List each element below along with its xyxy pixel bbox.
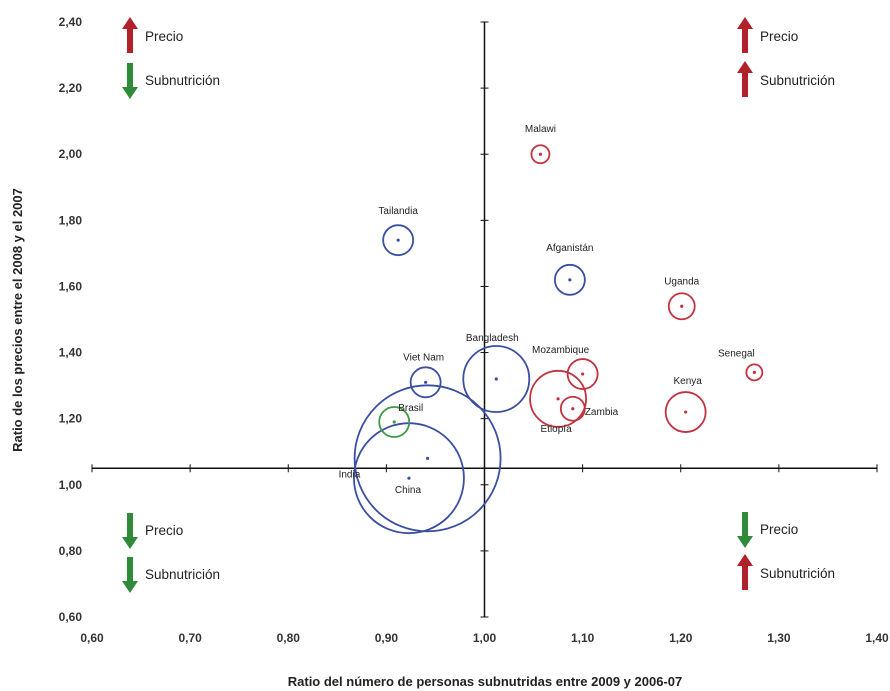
bubble-afganistán	[553, 263, 586, 296]
x-tick-label: 1,10	[571, 631, 595, 645]
y-tick-label: 0,60	[59, 610, 83, 624]
y-tick-label: 0,80	[59, 544, 83, 558]
quadrant-label: Subnutrición	[760, 566, 835, 581]
bubble-center	[684, 410, 688, 414]
bubble-etiopía	[529, 369, 587, 428]
y-tick-label: 1,00	[59, 478, 83, 492]
quadrant-top-right: Precio Subnutrición	[737, 17, 835, 97]
point-label: Zambia	[585, 407, 619, 418]
bubbles	[353, 144, 764, 535]
quadrant-top-left: Precio Subnutrición	[122, 17, 220, 99]
bubble-center	[556, 397, 560, 401]
point-label: Uganda	[664, 276, 699, 287]
quadrant-label: Subnutrición	[760, 73, 835, 88]
arrow-up-icon	[737, 17, 753, 53]
bubble-center	[581, 372, 585, 376]
point-label: Bangladesh	[466, 333, 519, 344]
bubble-uganda	[667, 292, 696, 321]
bubble-mozambique	[566, 358, 599, 390]
arrow-down-icon	[737, 512, 753, 548]
point-label: Brasil	[398, 403, 423, 414]
x-tick-label: 0,70	[178, 631, 202, 645]
point-label: Senegal	[718, 348, 755, 359]
point-label: Kenya	[673, 376, 702, 387]
point-label: China	[395, 485, 422, 496]
bubble-kenya	[664, 391, 707, 433]
point-label: Malawi	[525, 124, 556, 135]
x-tick-label: 1,00	[473, 631, 497, 645]
bubble-center	[752, 370, 756, 374]
y-tick-label: 2,00	[59, 147, 83, 161]
y-tick-label: 1,60	[59, 279, 83, 293]
y-axis-title: Ratio de los precios entre el 2008 y el …	[10, 188, 25, 452]
bubble-zambia	[559, 395, 586, 422]
bubble-malawi	[530, 144, 551, 165]
bubble-center	[396, 238, 400, 242]
y-tick-label: 2,40	[59, 15, 83, 29]
arrow-up-icon	[737, 61, 753, 97]
quadrant-label: Subnutrición	[145, 73, 220, 88]
quadrant-bottom-right: Precio Subnutrición	[737, 512, 835, 590]
point-label: Mozambique	[532, 345, 590, 356]
bubble-center	[424, 380, 428, 384]
y-tick-label: 1,40	[59, 346, 83, 360]
quadrant-label: Precio	[760, 29, 798, 44]
quadrant-legends: PrecioSubnutriciónPrecioSubnutriciónPrec…	[122, 17, 835, 593]
bubble-viet-nam	[409, 366, 442, 399]
bubble-bangladesh	[462, 345, 531, 413]
bubble-india	[353, 384, 502, 533]
bubble-brasil	[378, 406, 411, 438]
arrow-down-icon	[122, 557, 138, 593]
point-label: Etiopía	[541, 424, 573, 435]
x-axis-title: Ratio del número de personas subnutridas…	[288, 674, 682, 689]
x-tick-label: 1,30	[767, 631, 791, 645]
y-tick-label: 2,20	[59, 81, 83, 95]
point-label: India	[339, 469, 361, 480]
quadrant-bottom-left: Precio Subnutrición	[122, 513, 220, 593]
bubble-center	[538, 152, 543, 156]
bubble-senegal	[745, 363, 764, 382]
point-label: Tailandia	[378, 206, 418, 217]
bubble-center	[571, 407, 575, 411]
bubble-center	[680, 304, 684, 308]
bubble-tailandia	[382, 224, 415, 257]
quadrant-label: Precio	[145, 523, 183, 538]
x-tick-label: 0,90	[375, 631, 399, 645]
point-labels: Malawi Tailandia Afganistán Uganda Banglades…	[339, 124, 755, 496]
bubble-center	[494, 377, 498, 381]
point-label: Afganistán	[546, 243, 593, 254]
y-tick-label: 1,80	[59, 213, 83, 227]
arrow-down-icon	[122, 513, 138, 549]
bubble-center	[407, 476, 411, 480]
arrow-up-icon	[737, 554, 753, 590]
x-tick-label: 0,80	[277, 631, 301, 645]
x-tick-label: 1,40	[865, 631, 889, 645]
bubble-center	[425, 456, 430, 460]
quadrant-label: Precio	[145, 29, 183, 44]
bubble-center	[568, 278, 572, 282]
bubble-center	[392, 420, 396, 424]
x-tick-label: 1,20	[669, 631, 693, 645]
y-tick-label: 1,20	[59, 412, 83, 426]
point-label: Viet Nam	[403, 352, 444, 363]
arrow-up-icon	[122, 17, 138, 53]
axes: 0,60 0,70 0,80 0,90 1,00 1,10 1,20 1,30 1,40 0,60…	[59, 15, 889, 645]
x-tick-label: 0,60	[80, 631, 104, 645]
quadrant-label: Precio	[760, 522, 798, 537]
arrow-down-icon	[122, 63, 138, 99]
quadrant-label: Subnutrición	[145, 567, 220, 582]
